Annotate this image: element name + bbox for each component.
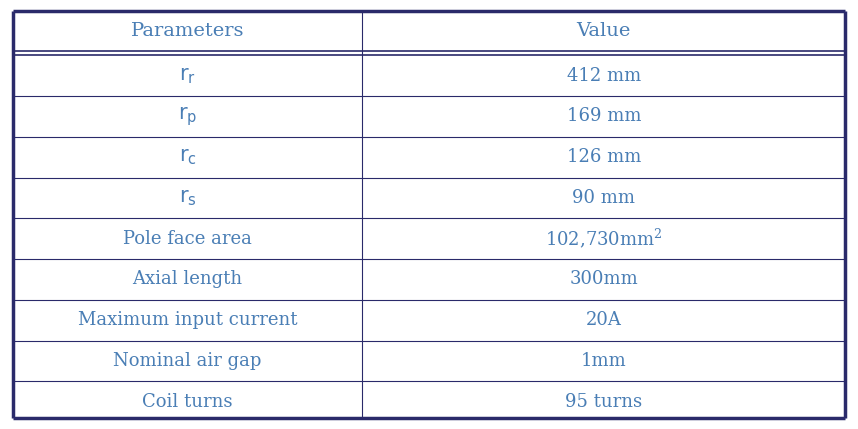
- Text: 126 mm: 126 mm: [566, 148, 641, 166]
- Text: Parameters: Parameters: [131, 22, 245, 40]
- Text: 20A: 20A: [586, 311, 622, 329]
- Text: $\mathrm{r}_{\mathrm{c}}$: $\mathrm{r}_{\mathrm{c}}$: [178, 147, 196, 167]
- Text: 300mm: 300mm: [570, 271, 638, 288]
- Text: Value: Value: [577, 22, 631, 40]
- Text: 169 mm: 169 mm: [566, 108, 641, 125]
- Text: Coil turns: Coil turns: [142, 393, 233, 411]
- Text: 1mm: 1mm: [581, 352, 626, 370]
- Text: Pole face area: Pole face area: [124, 230, 252, 248]
- Text: Axial length: Axial length: [133, 271, 243, 288]
- Text: $\mathrm{r}_{\mathrm{s}}$: $\mathrm{r}_{\mathrm{s}}$: [178, 188, 196, 208]
- Text: $\mathrm{r}_{\mathrm{p}}$: $\mathrm{r}_{\mathrm{p}}$: [178, 105, 197, 128]
- Text: Maximum input current: Maximum input current: [78, 311, 298, 329]
- Text: 412 mm: 412 mm: [566, 67, 641, 85]
- Text: 90 mm: 90 mm: [572, 189, 635, 207]
- Text: $\mathrm{r}_{\mathrm{r}}$: $\mathrm{r}_{\mathrm{r}}$: [179, 66, 196, 86]
- Text: 102,730mm$^{\mathregular{2}}$: 102,730mm$^{\mathregular{2}}$: [545, 227, 662, 251]
- Text: Nominal air gap: Nominal air gap: [113, 352, 262, 370]
- Text: 95 turns: 95 turns: [565, 393, 643, 411]
